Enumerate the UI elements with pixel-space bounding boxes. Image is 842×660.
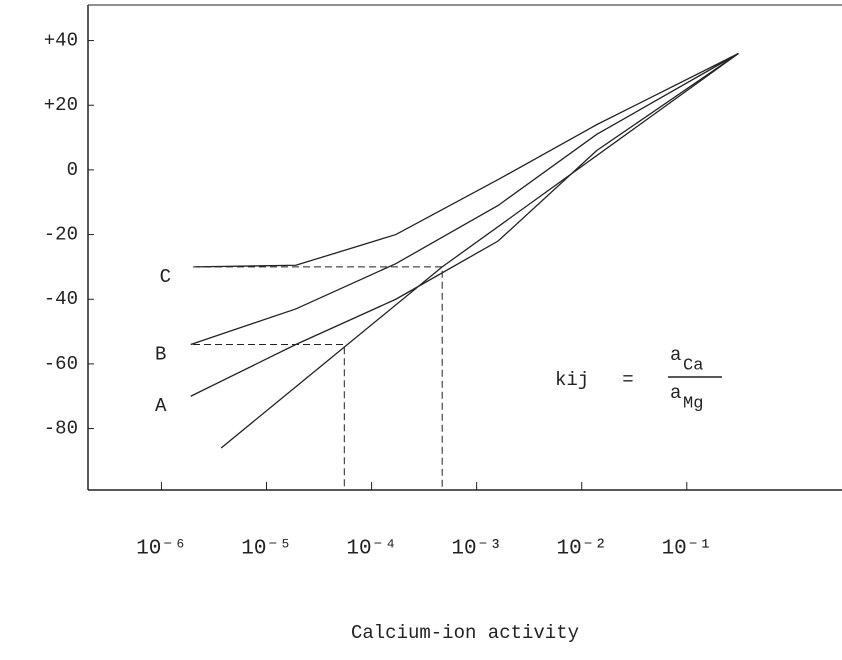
y-tick-label: +20 xyxy=(44,94,78,116)
x-tick-label: 10⁻⁶ xyxy=(136,538,186,561)
series-label: B xyxy=(155,344,166,366)
y-tick-label: +40 xyxy=(44,30,78,52)
series-label: A xyxy=(155,395,167,417)
x-tick-label: 10⁻⁵ xyxy=(241,538,291,561)
y-tick-label: -80 xyxy=(44,418,78,440)
y-tick-label: -40 xyxy=(44,288,78,310)
formula-den: a xyxy=(670,382,681,404)
x-tick-label: 10⁻⁴ xyxy=(346,538,396,561)
y-tick-label: -20 xyxy=(44,224,78,246)
line xyxy=(195,54,738,267)
formula-num-sub: Ca xyxy=(683,356,703,375)
y-tick-label: -60 xyxy=(44,353,78,375)
formula-eq: = xyxy=(622,369,633,391)
y-tick-label: 0 xyxy=(67,159,78,181)
line xyxy=(191,54,739,345)
series-label: C xyxy=(160,266,171,288)
formula-lhs: kij xyxy=(555,369,589,391)
chart: Calcium-ion activity kij = a Ca a Mg +40… xyxy=(0,0,842,660)
guide-line xyxy=(193,267,442,490)
formula-num: a xyxy=(670,344,681,366)
x-tick-label: 10⁻¹ xyxy=(662,538,712,561)
x-tick-label: 10⁻² xyxy=(556,538,606,561)
x-tick-label: 10⁻³ xyxy=(451,538,501,561)
formula-den-sub: Mg xyxy=(683,394,703,413)
x-axis-label: Calcium-ion activity xyxy=(351,622,579,644)
